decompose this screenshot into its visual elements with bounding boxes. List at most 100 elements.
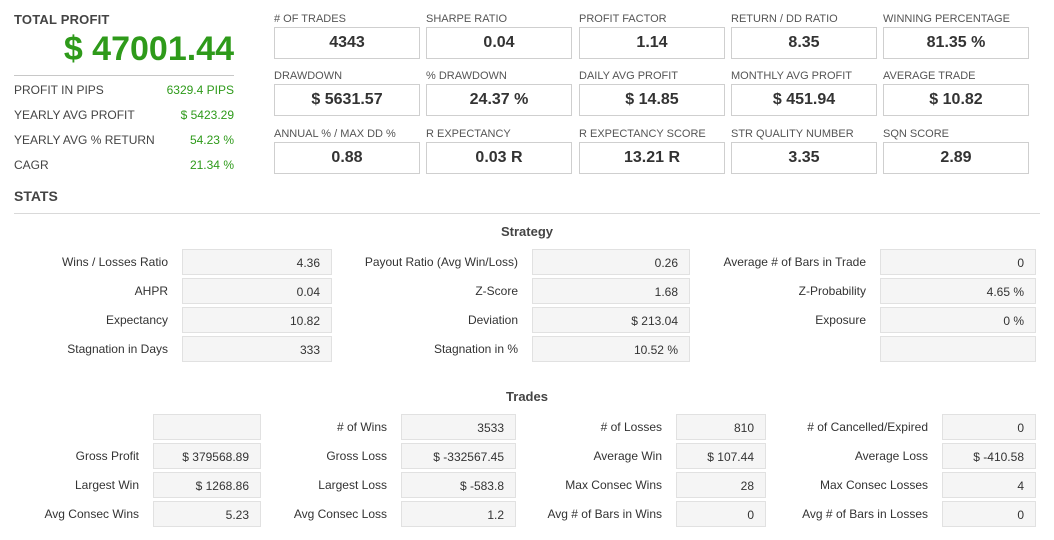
summary-row-yearly-avg-profit: YEARLY AVG PROFIT $ 5423.29	[14, 103, 234, 128]
stats-divider	[14, 213, 1040, 214]
metric-label: DRAWDOWN	[274, 70, 343, 82]
summary-row-label: YEARLY AVG % RETURN	[14, 133, 155, 147]
metric-value: 24.37 %	[426, 84, 572, 116]
summary-row-cagr: CAGR 21.34 %	[14, 153, 234, 178]
stat-label: Z-Score	[475, 284, 518, 298]
trade-label: Average Loss	[854, 449, 928, 463]
summary-panel: TOTAL PROFIT $ 47001.44 PROFIT IN PIPS 6…	[14, 12, 234, 178]
trade-value: 4	[942, 472, 1036, 498]
stat-label: Deviation	[467, 313, 518, 327]
stat-value: 0 %	[880, 307, 1036, 333]
trade-label: # of Losses	[600, 420, 662, 434]
stats-title: STATS	[14, 188, 58, 204]
metric-value: 4343	[274, 27, 420, 59]
metric-value: 81.35 %	[883, 27, 1029, 59]
summary-row-label: YEARLY AVG PROFIT	[14, 108, 135, 122]
trade-value: 5.23	[153, 501, 261, 527]
stat-value: $ 213.04	[532, 307, 690, 333]
stat-label: Z-Probability	[798, 284, 866, 298]
stat-label: Expectancy	[105, 313, 168, 327]
metric-str-quality-number: STR QUALITY NUMBER 3.35	[731, 127, 877, 174]
stat-label: Payout Ratio (Avg Win/Loss)	[364, 255, 518, 269]
stat-value: 0	[880, 249, 1036, 275]
stat-value: 333	[182, 336, 332, 362]
trade-value: 3533	[401, 414, 516, 440]
stat-value: 1.68	[532, 278, 690, 304]
trade-label: Average Win	[593, 449, 662, 463]
trades-title: Trades	[506, 389, 548, 404]
trade-label: Avg Consec Loss	[293, 507, 387, 521]
trade-label: Largest Win	[74, 478, 139, 492]
metric-value: $ 5631.57	[274, 84, 420, 116]
metric-value: 1.14	[579, 27, 725, 59]
stat-label: Stagnation in Days	[67, 342, 168, 356]
metric-label: # OF TRADES	[274, 13, 346, 25]
trade-label: Max Consec Losses	[819, 478, 928, 492]
metric-label: MONTHLY AVG PROFIT	[731, 70, 853, 82]
trade-value: $ 107.44	[676, 443, 766, 469]
trade-label: Avg Consec Wins	[44, 507, 139, 521]
metric-label: SQN SCORE	[883, 128, 950, 140]
metric-value: $ 10.82	[883, 84, 1029, 116]
trade-label: Max Consec Wins	[565, 478, 662, 492]
metric-r-expectancy-score: R EXPECTANCY SCORE 13.21 R	[579, 127, 725, 174]
summary-row-value: $ 5423.29	[180, 108, 234, 122]
trade-value: 0	[942, 414, 1036, 440]
metric-value: $ 14.85	[579, 84, 725, 116]
trade-label: # of Wins	[336, 420, 387, 434]
metric-profit-factor: PROFIT FACTOR 1.14	[579, 12, 725, 59]
stat-label: Exposure	[815, 313, 866, 327]
metric-label: DAILY AVG PROFIT	[579, 70, 679, 82]
summary-row-label: CAGR	[14, 158, 49, 172]
metric-label: SHARPE RATIO	[426, 13, 508, 25]
trade-value: $ -583.8	[401, 472, 516, 498]
summary-row-yearly-avg-return: YEARLY AVG % RETURN 54.23 %	[14, 128, 234, 153]
metric-pct-drawdown: % DRAWDOWN 24.37 %	[426, 69, 572, 116]
trade-value: 28	[676, 472, 766, 498]
trade-value: 0	[676, 501, 766, 527]
trade-value-empty	[153, 414, 261, 440]
trade-value: $ 1268.86	[153, 472, 261, 498]
stat-label: Average # of Bars in Trade	[723, 255, 866, 269]
metric-label: PROFIT FACTOR	[579, 13, 667, 25]
stat-label: Wins / Losses Ratio	[61, 255, 168, 269]
metric-sqn-score: SQN SCORE 2.89	[883, 127, 1029, 174]
metric-return-dd-ratio: RETURN / DD RATIO 8.35	[731, 12, 877, 59]
total-profit-label: TOTAL PROFIT	[14, 12, 110, 27]
stat-value: 10.82	[182, 307, 332, 333]
trade-value: 0	[942, 501, 1036, 527]
metric-value: 2.89	[883, 142, 1029, 174]
trade-value: $ -332567.45	[401, 443, 516, 469]
stat-label: Stagnation in %	[433, 342, 518, 356]
summary-row-label: PROFIT IN PIPS	[14, 83, 104, 97]
summary-row-pips: PROFIT IN PIPS 6329.4 PIPS	[14, 78, 234, 103]
metric-label: R EXPECTANCY SCORE	[579, 128, 706, 140]
stat-value: 4.65 %	[880, 278, 1036, 304]
trade-value: $ 379568.89	[153, 443, 261, 469]
total-profit-value: $ 47001.44	[63, 30, 234, 68]
stat-value: 10.52 %	[532, 336, 690, 362]
trade-value: 810	[676, 414, 766, 440]
metric-label: ANNUAL % / MAX DD %	[274, 128, 396, 140]
trade-label: # of Cancelled/Expired	[807, 420, 928, 434]
summary-row-value: 6329.4 PIPS	[166, 83, 234, 97]
trade-value: 1.2	[401, 501, 516, 527]
metric-label: RETURN / DD RATIO	[731, 13, 838, 25]
strategy-title: Strategy	[500, 224, 554, 239]
metric-trades: # OF TRADES 4343	[274, 12, 420, 59]
trade-label: Gross Profit	[75, 449, 139, 463]
metric-value: $ 451.94	[731, 84, 877, 116]
trade-label: Avg # of Bars in Losses	[802, 507, 928, 521]
metric-winning-percentage: WINNING PERCENTAGE 81.35 %	[883, 12, 1029, 59]
metric-value: 0.88	[274, 142, 420, 174]
stat-label: AHPR	[134, 284, 168, 298]
metric-label: WINNING PERCENTAGE	[883, 13, 1010, 25]
summary-row-value: 21.34 %	[189, 158, 234, 172]
metric-daily-avg-profit: DAILY AVG PROFIT $ 14.85	[579, 69, 725, 116]
stat-value: 0.04	[182, 278, 332, 304]
metric-average-trade: AVERAGE TRADE $ 10.82	[883, 69, 1029, 116]
trade-value: $ -410.58	[942, 443, 1036, 469]
metric-value: 0.04	[426, 27, 572, 59]
metric-label: AVERAGE TRADE	[883, 70, 976, 82]
stat-value-empty	[880, 336, 1036, 362]
